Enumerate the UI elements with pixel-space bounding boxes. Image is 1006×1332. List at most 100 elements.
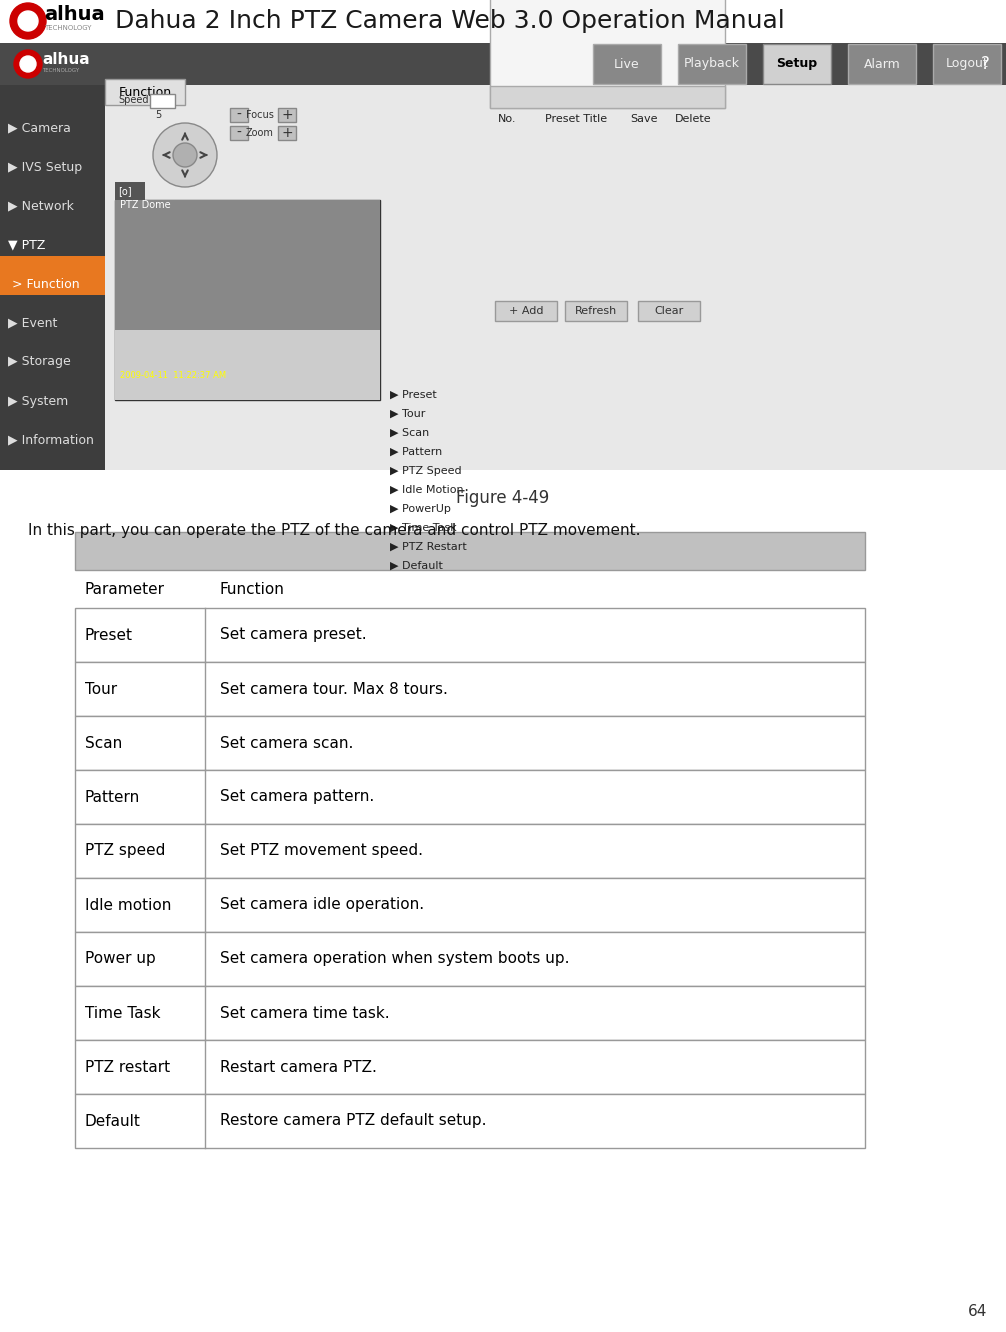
- Text: Set PTZ movement speed.: Set PTZ movement speed.: [220, 843, 423, 859]
- Text: 64: 64: [969, 1304, 988, 1320]
- Text: Zoom: Zoom: [246, 128, 274, 139]
- Text: ▼ PTZ: ▼ PTZ: [8, 238, 45, 252]
- Text: Set camera scan.: Set camera scan.: [220, 735, 353, 750]
- Bar: [105, 79, 185, 105]
- Text: Tour: Tour: [85, 682, 117, 697]
- Text: -: -: [236, 127, 241, 140]
- Text: Clear: Clear: [654, 306, 684, 316]
- Text: No.: No.: [498, 115, 516, 124]
- Text: alhua: alhua: [42, 52, 90, 67]
- Bar: [278, 108, 296, 123]
- Text: Function: Function: [220, 582, 285, 597]
- Text: TECHNOLOGY: TECHNOLOGY: [44, 25, 92, 31]
- Text: Logout: Logout: [946, 57, 988, 71]
- Text: [o]: [o]: [118, 186, 132, 196]
- Text: 2009-04-11  11:22:37 AM: 2009-04-11 11:22:37 AM: [120, 370, 226, 380]
- Text: ▶ Tour: ▶ Tour: [390, 409, 426, 420]
- Text: ▶ PTZ Restart: ▶ PTZ Restart: [390, 542, 467, 551]
- Bar: [2, 3, 97, 40]
- Text: Speed: Speed: [118, 95, 149, 105]
- Bar: [75, 986, 865, 1040]
- Text: Figure 4-49: Figure 4-49: [457, 489, 549, 507]
- Bar: [0, 256, 105, 294]
- Bar: [565, 301, 627, 321]
- Text: + Add: + Add: [509, 306, 543, 316]
- Text: ▶ Preset: ▶ Preset: [390, 390, 437, 400]
- Text: Time Task: Time Task: [85, 1006, 161, 1020]
- Circle shape: [153, 123, 217, 186]
- Bar: [75, 932, 865, 986]
- Text: PTZ Dome: PTZ Dome: [120, 200, 171, 210]
- Bar: [0, 85, 105, 470]
- Text: Parameter: Parameter: [85, 582, 165, 597]
- Bar: [115, 200, 380, 330]
- Bar: [115, 200, 380, 400]
- Bar: [75, 662, 865, 717]
- Bar: [933, 44, 1001, 84]
- Text: Restore camera PTZ default setup.: Restore camera PTZ default setup.: [220, 1114, 487, 1128]
- Text: Pattern: Pattern: [85, 790, 140, 805]
- Text: Set camera tour. Max 8 tours.: Set camera tour. Max 8 tours.: [220, 682, 448, 697]
- Text: ▶ Scan: ▶ Scan: [390, 428, 430, 438]
- Text: Default: Default: [85, 1114, 141, 1128]
- Text: +: +: [282, 127, 293, 140]
- Bar: [75, 607, 865, 662]
- Bar: [638, 301, 700, 321]
- Text: ▶ Information: ▶ Information: [8, 433, 94, 446]
- Text: Idle motion: Idle motion: [85, 898, 171, 912]
- Text: ▶ PTZ Speed: ▶ PTZ Speed: [390, 466, 462, 476]
- Text: Preset Title: Preset Title: [545, 115, 608, 124]
- Text: Playback: Playback: [684, 57, 740, 71]
- Bar: [75, 1094, 865, 1148]
- Bar: [115, 330, 380, 400]
- Text: -: -: [236, 108, 241, 123]
- Circle shape: [10, 3, 46, 39]
- Text: Preset: Preset: [85, 627, 133, 642]
- Text: In this part, you can operate the PTZ of the camera and control PTZ movement.: In this part, you can operate the PTZ of…: [28, 522, 641, 538]
- Bar: [490, 0, 725, 108]
- Bar: [75, 878, 865, 932]
- Bar: [278, 127, 296, 140]
- Bar: [230, 127, 248, 140]
- Text: ▶ System: ▶ System: [8, 394, 68, 408]
- Bar: [75, 770, 865, 825]
- Bar: [490, 87, 725, 108]
- Text: Set camera time task.: Set camera time task.: [220, 1006, 389, 1020]
- Bar: [0, 43, 1006, 85]
- Text: Dahua 2 Inch PTZ Camera Web 3.0 Operation Manual: Dahua 2 Inch PTZ Camera Web 3.0 Operatio…: [115, 9, 785, 33]
- Circle shape: [173, 143, 197, 166]
- Text: Alarm: Alarm: [863, 57, 900, 71]
- Text: Set camera pattern.: Set camera pattern.: [220, 790, 374, 805]
- Text: Live: Live: [615, 57, 640, 71]
- Text: alhua: alhua: [44, 5, 105, 24]
- Text: 5: 5: [155, 111, 161, 120]
- Text: Save: Save: [630, 115, 658, 124]
- Bar: [678, 44, 746, 84]
- Circle shape: [18, 11, 38, 31]
- Bar: [230, 108, 248, 123]
- Bar: [115, 200, 380, 400]
- Bar: [150, 95, 175, 108]
- Text: ▶ Pattern: ▶ Pattern: [390, 448, 443, 457]
- Text: Scan: Scan: [85, 735, 123, 750]
- Bar: [105, 85, 1006, 470]
- Text: ▶ Event: ▶ Event: [8, 317, 57, 329]
- Text: TECHNOLOGY: TECHNOLOGY: [42, 68, 79, 73]
- Bar: [848, 44, 916, 84]
- Text: ▶ Idle Motion: ▶ Idle Motion: [390, 485, 464, 496]
- Text: Focus: Focus: [246, 111, 274, 120]
- Text: Setup: Setup: [777, 57, 818, 71]
- Text: ▶ Network: ▶ Network: [8, 200, 73, 213]
- Bar: [115, 182, 145, 200]
- Text: Set camera operation when system boots up.: Set camera operation when system boots u…: [220, 951, 569, 967]
- Text: Set camera idle operation.: Set camera idle operation.: [220, 898, 425, 912]
- Text: Refresh: Refresh: [574, 306, 617, 316]
- Text: ▶ Camera: ▶ Camera: [8, 121, 70, 135]
- Text: ?: ?: [981, 55, 990, 73]
- Text: ▶ Storage: ▶ Storage: [8, 356, 70, 369]
- Bar: [763, 44, 831, 84]
- Text: Restart camera PTZ.: Restart camera PTZ.: [220, 1059, 377, 1075]
- Text: Power up: Power up: [85, 951, 156, 967]
- Text: ▶ Time Task: ▶ Time Task: [390, 523, 457, 533]
- Circle shape: [20, 56, 36, 72]
